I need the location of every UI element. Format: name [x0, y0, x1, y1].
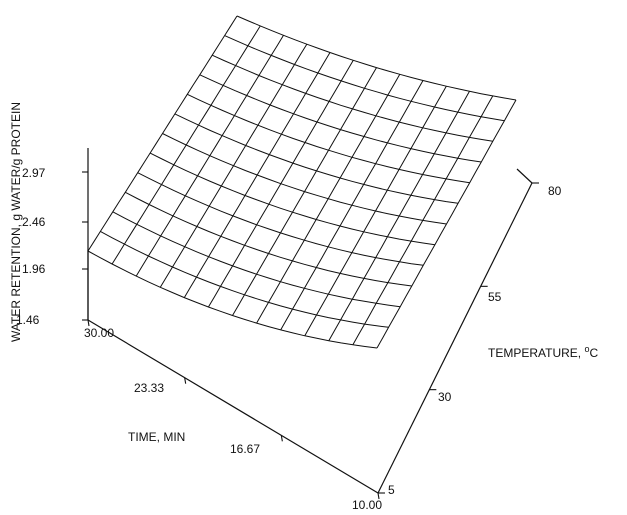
time-axis-line: [87, 319, 379, 494]
surface-time-line: [256, 74, 401, 324]
time-tick-23.33: 23.33: [134, 381, 164, 395]
temperature-axis-title: TEMPERATURE, oC: [488, 344, 598, 360]
temperature-axis-line: [377, 182, 533, 494]
surface-time-line: [87, 15, 238, 252]
z-axis-title: WATER RETENTION, g WATER/g PROTEIN: [9, 102, 23, 342]
time-tick-30.00: 30.00: [84, 326, 114, 340]
temp-tick-5: 5: [388, 483, 395, 497]
tick-marks: [82, 171, 539, 500]
temperature-title-main: TEMPERATURE,: [488, 346, 584, 360]
temp-tick-80: 80: [548, 184, 562, 198]
temp-tick-30: 30: [438, 390, 452, 404]
time-tick-mark-0: [87, 319, 90, 327]
temperature-title-degree: o: [584, 344, 589, 354]
time-tick-mark-1: [184, 377, 187, 384]
surface-time-line: [280, 80, 424, 331]
response-surface: [87, 15, 517, 349]
surface-time-line: [207, 60, 354, 308]
z-tick-2.97: 2.97: [22, 166, 46, 180]
time-tick-16.67: 16.67: [230, 442, 260, 456]
surface-time-line: [376, 99, 517, 349]
z-tick-1.96: 1.96: [22, 262, 46, 276]
surface-time-line: [159, 43, 308, 288]
surface-time-line: [304, 85, 447, 337]
back-corner-link: [516, 168, 533, 184]
surface-time-line: [135, 35, 284, 277]
surface-time-line: [352, 95, 494, 346]
time-tick-mark-2: [280, 435, 283, 442]
temp-tick-55: 55: [488, 290, 502, 304]
surface-time-line: [328, 91, 470, 341]
z-tick-1.46: 1.46: [16, 313, 40, 327]
surface-time-line: [183, 52, 331, 298]
time-tick-mark-3: [377, 492, 380, 500]
time-tick-10.00: 10.00: [352, 498, 382, 512]
axes: [87, 148, 533, 494]
time-axis-title: TIME, MIN: [128, 430, 185, 444]
surface-time-line: [232, 67, 377, 316]
surface-time-line: [111, 25, 261, 265]
z-tick-2.46: 2.46: [22, 215, 46, 229]
temperature-title-unit: C: [589, 346, 598, 360]
